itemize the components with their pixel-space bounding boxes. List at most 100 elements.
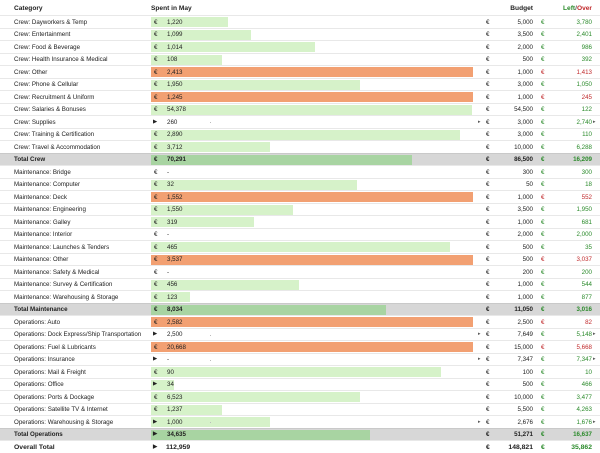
table-row[interactable]: Maintenance: Launches & Tenders €465 €500 €…	[0, 240, 600, 253]
category-label: Crew: Training & Certification	[14, 131, 95, 138]
currency-symbol: €	[486, 393, 490, 401]
currency-symbol: €	[486, 318, 490, 326]
budget-value: 3,000	[517, 81, 533, 88]
table-row[interactable]: Operations: Fuel & Lubricants €20,668 €15,…	[0, 340, 600, 353]
table-row[interactable]: Maintenance: Other €3,537 €500 €3,037	[0, 252, 600, 266]
expand-triangle-icon[interactable]: ▶	[153, 381, 158, 387]
spent-value: 8,034	[167, 306, 183, 313]
expand-triangle-icon[interactable]: ▶	[153, 443, 158, 450]
spent-value: 2,582	[167, 318, 183, 326]
table-row[interactable]: Maintenance: Interior € - €2,000 €2,000	[0, 227, 600, 241]
table-row[interactable]: Operations: Satellite TV & Internet €1,23…	[0, 402, 600, 416]
table-row[interactable]: Maintenance: Computer €32 €50 €18	[0, 177, 600, 191]
table-row[interactable]: Maintenance: Warehousing & Storage €123 €1…	[0, 290, 600, 303]
table-row[interactable]: Operations: Insurance ▶ - €7,347 ▸ €7,347 ▸	[0, 352, 600, 366]
table-row[interactable]: Crew: Supplies ▶ 260 €3,000 ▸ €2,740 ▸	[0, 115, 600, 128]
total-row[interactable]: Total Maintenance €8,034 €11,050 €3,016	[0, 302, 600, 315]
table-row[interactable]: Operations: Dock Express/Ship Transporta…	[0, 327, 600, 341]
expand-triangle-icon[interactable]: ▶	[153, 431, 158, 437]
header-left: Left	[563, 5, 576, 12]
table-row[interactable]: Operations: Auto €2,582 €2,500 €82	[0, 315, 600, 328]
category-label: Operations: Dock Express/Ship Transporta…	[14, 331, 142, 338]
currency-symbol: €	[486, 18, 490, 26]
currency-symbol: €	[541, 18, 545, 26]
caret-right-icon[interactable]: ▸	[593, 331, 596, 337]
budget-value: 3,000	[517, 118, 533, 126]
table-row[interactable]: Crew: Travel & Accommodation €3,712 €10,00…	[0, 140, 600, 153]
table-row[interactable]: Operations: Warehousing & Storage ▶ 1,000 €…	[0, 415, 600, 428]
budget-value: 7,347	[517, 356, 533, 363]
table-row[interactable]: Maintenance: Galley €319 €1,000 €681	[0, 215, 600, 228]
currency-symbol: €	[154, 81, 158, 88]
currency-symbol: €	[486, 56, 490, 63]
expand-triangle-icon[interactable]: ▶	[153, 356, 158, 362]
currency-symbol: €	[541, 143, 545, 151]
budget-value: 11,050	[514, 306, 533, 313]
spent-progress-bar	[151, 279, 299, 290]
table-row[interactable]: Crew: Other €2,413 €1,000 €1,413	[0, 65, 600, 78]
currency-symbol: €	[486, 193, 490, 201]
table-row[interactable]: Maintenance: Survey & Certification €456 €…	[0, 277, 600, 291]
currency-symbol: €	[486, 431, 490, 438]
currency-symbol: €	[154, 56, 158, 63]
currency-symbol: €	[541, 206, 545, 213]
expand-triangle-icon[interactable]: ▶	[153, 331, 158, 337]
currency-symbol: €	[541, 256, 545, 263]
left-over-value: 1,950	[576, 206, 592, 213]
currency-symbol: €	[486, 68, 490, 76]
table-row[interactable]: Crew: Training & Certification €2,890 €3,0…	[0, 127, 600, 141]
expand-triangle-icon[interactable]: ▶	[153, 418, 158, 425]
category-label: Maintenance: Computer	[14, 181, 81, 188]
table-row[interactable]: Crew: Food & Beverage €1,014 €2,000 €986	[0, 40, 600, 53]
left-over-value: 544	[581, 281, 592, 288]
table-row[interactable]: Operations: Mail & Freight €90 €100 €10	[0, 365, 600, 378]
table-row[interactable]: Operations: Ports & Dockage €6,523 €10,000…	[0, 390, 600, 403]
category-label: Crew: Supplies	[14, 118, 56, 126]
total-row[interactable]: Total Operations ▶ 34,635 €51,271 €16,637	[0, 427, 600, 440]
currency-symbol: €	[541, 118, 545, 126]
table-row[interactable]: Crew: Health Insurance & Medical €108 €500…	[0, 52, 600, 66]
currency-symbol: €	[541, 443, 545, 451]
spent-value: 1,000	[167, 418, 183, 426]
left-over-value: 35,862	[571, 443, 592, 451]
bar-marker	[210, 334, 211, 336]
left-over-value: 1,050	[576, 81, 592, 88]
spent-progress-bar	[151, 379, 174, 390]
category-label: Maintenance: Interior	[14, 231, 73, 238]
table-row[interactable]: Operations: Office ▶ 34 €500 €466	[0, 377, 600, 391]
category-label: Maintenance: Deck	[14, 193, 67, 201]
caret-right-icon[interactable]: ▸	[478, 331, 481, 337]
caret-right-icon[interactable]: ▸	[478, 356, 481, 362]
left-over-value: 552	[581, 193, 592, 201]
category-label: Maintenance: Safety & Medical	[14, 268, 100, 276]
bar-marker	[210, 422, 211, 423]
budget-value: 300	[522, 168, 533, 176]
table-row[interactable]: Maintenance: Engineering €1,550 €3,500 €1,9…	[0, 202, 600, 216]
table-row[interactable]: Maintenance: Bridge € - €300 €300	[0, 165, 600, 178]
table-row[interactable]: Crew: Entertainment €1,099 €3,500 €2,401	[0, 27, 600, 41]
left-over-value: 7,347	[576, 356, 592, 363]
expand-triangle-icon[interactable]: ▶	[153, 118, 158, 125]
currency-symbol: €	[154, 43, 158, 51]
budget-value: 15,000	[514, 343, 533, 351]
spent-progress-bar	[151, 392, 360, 402]
table-row[interactable]: Crew: Recruitment & Uniform €1,245 €1,000 €…	[0, 90, 600, 103]
currency-symbol: €	[154, 131, 158, 138]
overall-total-row[interactable]: Overall Total ▶ 112,959 €148,821 €35,862	[0, 440, 600, 453]
table-row[interactable]: Crew: Dayworkers & Temp €1,220 €5,000 €3,78…	[0, 15, 600, 28]
table-row[interactable]: Crew: Salaries & Bonuses €54,378 €54,500 €1…	[0, 102, 600, 116]
total-row[interactable]: Total Crew €70,291 €86,500 €16,209	[0, 152, 600, 165]
caret-right-icon[interactable]: ▸	[593, 356, 596, 362]
table-row[interactable]: Maintenance: Deck €1,552 €1,000 €552	[0, 190, 600, 203]
header-budget: Budget	[510, 5, 533, 12]
budget-value: 3,500	[517, 31, 533, 38]
caret-right-icon[interactable]: ▸	[593, 118, 596, 125]
caret-right-icon[interactable]: ▸	[478, 418, 481, 425]
caret-right-icon[interactable]: ▸	[593, 418, 596, 425]
left-over-value: 1,413	[576, 68, 592, 76]
caret-right-icon[interactable]: ▸	[478, 118, 481, 125]
currency-symbol: €	[154, 406, 158, 413]
currency-symbol: €	[486, 168, 490, 176]
table-row[interactable]: Crew: Phone & Cellular €1,950 €3,000 €1,050	[0, 77, 600, 91]
table-row[interactable]: Maintenance: Safety & Medical € - €200 €200	[0, 265, 600, 278]
